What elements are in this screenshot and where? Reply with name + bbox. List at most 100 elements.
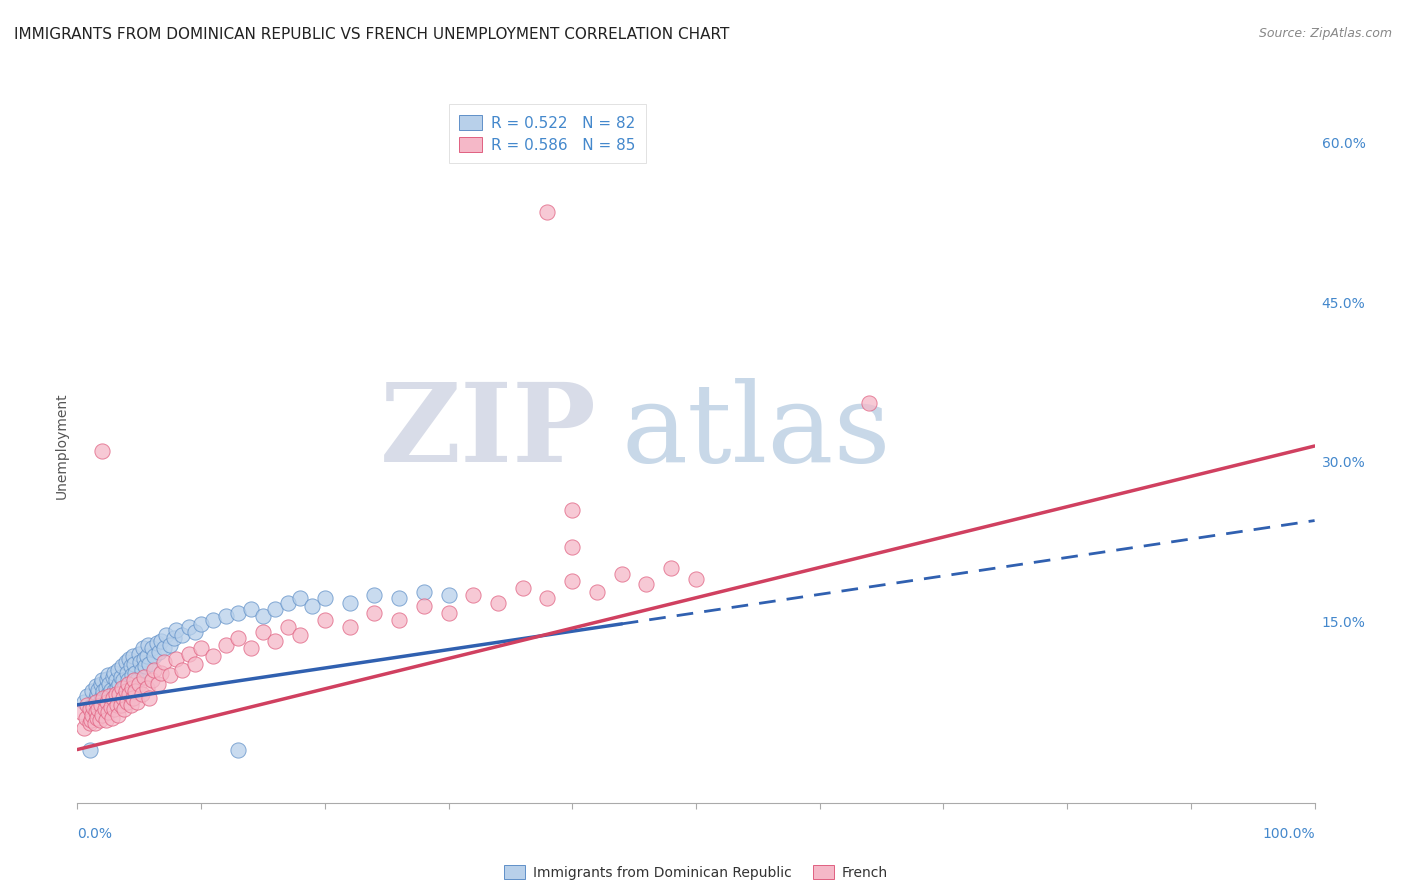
Point (96, 695, 118, 709)
Point (153, 641, 176, 656)
Point (87, 702, 110, 716)
Point (79, 715, 101, 730)
Point (239, 641, 262, 656)
Point (363, 606, 385, 620)
Point (101, 710, 124, 724)
Point (86, 687, 108, 701)
Point (339, 620, 361, 634)
Point (89, 713, 111, 727)
Point (226, 631, 249, 645)
Point (115, 695, 138, 709)
Point (117, 676, 139, 690)
Point (134, 652, 156, 666)
Point (76, 698, 98, 712)
Point (134, 659, 156, 673)
Point (172, 627, 194, 641)
Point (103, 665, 125, 680)
Point (129, 655, 152, 669)
Point (586, 585, 609, 599)
Text: 0.0%: 0.0% (77, 827, 112, 841)
Point (159, 668, 181, 682)
Point (264, 634, 287, 648)
Point (122, 657, 145, 672)
Point (104, 673, 127, 688)
Point (122, 648, 145, 663)
Point (105, 681, 128, 695)
Point (124, 684, 146, 698)
Point (159, 638, 181, 652)
Point (172, 663, 194, 677)
Point (215, 609, 238, 624)
Point (388, 613, 411, 627)
Point (103, 684, 125, 698)
Point (163, 631, 186, 645)
Text: IMMIGRANTS FROM DOMINICAN REPUBLIC VS FRENCH UNEMPLOYMENT CORRELATION CHART: IMMIGRANTS FROM DOMINICAN REPUBLIC VS FR… (14, 27, 730, 42)
Point (314, 591, 336, 606)
Point (135, 648, 157, 663)
Point (150, 665, 173, 680)
Text: ZIP: ZIP (380, 378, 598, 485)
Point (114, 684, 136, 698)
Point (124, 665, 146, 680)
Point (184, 625, 207, 640)
Point (103, 691, 125, 706)
Point (110, 698, 132, 712)
Point (145, 636, 167, 650)
Point (97, 668, 120, 682)
Point (153, 655, 176, 669)
Point (91, 444, 114, 458)
Point (80, 713, 103, 727)
Point (561, 574, 583, 589)
Point (91, 690, 114, 704)
Point (91, 691, 114, 706)
Point (117, 673, 139, 688)
Point (190, 641, 212, 656)
Point (79, 702, 101, 716)
Point (177, 620, 200, 634)
Point (202, 648, 225, 663)
Text: Source: ZipAtlas.com: Source: ZipAtlas.com (1258, 27, 1392, 40)
Point (463, 588, 485, 602)
Point (536, 591, 558, 606)
Point (561, 503, 583, 517)
Point (94, 713, 117, 727)
Point (135, 681, 157, 695)
Point (141, 641, 163, 656)
Point (136, 638, 159, 652)
Point (190, 616, 212, 631)
Point (101, 691, 124, 706)
Point (104, 687, 127, 701)
Point (82, 684, 104, 698)
Point (84, 695, 107, 709)
Point (79, 700, 101, 714)
Point (138, 657, 160, 672)
Point (202, 613, 225, 627)
Point (91, 673, 114, 688)
Point (858, 396, 880, 410)
Point (96, 672, 118, 686)
Point (79, 742, 101, 756)
Point (339, 596, 361, 610)
Point (98, 676, 121, 690)
Point (277, 596, 299, 610)
Point (226, 742, 249, 756)
Point (288, 591, 311, 606)
Point (110, 670, 132, 684)
Point (122, 673, 145, 688)
Point (132, 641, 155, 656)
Point (437, 606, 460, 620)
Point (288, 627, 311, 641)
Point (112, 673, 135, 688)
Point (105, 698, 128, 712)
Point (685, 572, 707, 586)
Point (118, 652, 141, 666)
Point (83, 715, 105, 730)
Point (70, 706, 93, 720)
Point (131, 663, 153, 677)
Point (165, 624, 187, 638)
Point (76, 690, 98, 704)
Point (134, 670, 156, 684)
Point (131, 687, 153, 701)
Point (82, 700, 104, 714)
Point (138, 691, 160, 706)
